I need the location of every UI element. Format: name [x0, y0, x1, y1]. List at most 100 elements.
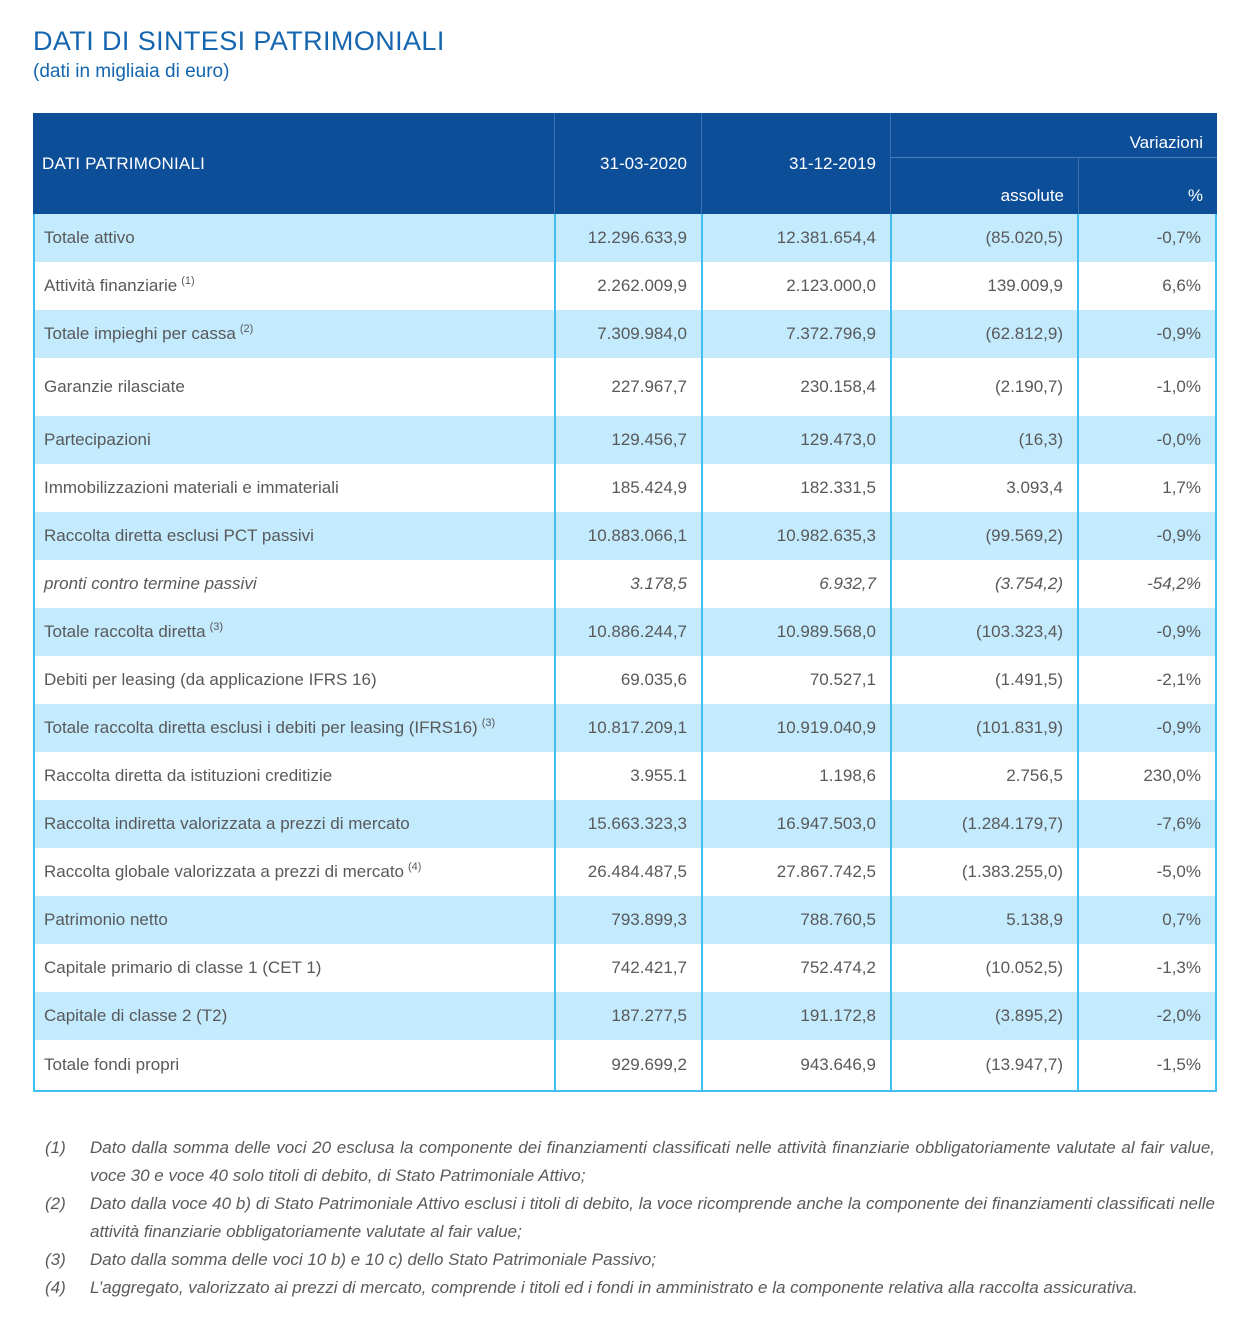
cell-variazione-assoluta: (85.020,5)	[890, 214, 1077, 263]
row-label-text: Raccolta indiretta valorizzata a prezzi …	[44, 814, 410, 834]
row-label-text: Raccolta diretta da istituzioni creditiz…	[44, 766, 333, 786]
cell-value-31-12-2019: 27.867.742,5	[701, 848, 890, 897]
footnote-text: Dato dalla somma delle voci 10 b) e 10 c…	[90, 1250, 657, 1270]
cell-value-31-03-2020: 7.309.984,0	[554, 310, 701, 359]
cell-value-31-03-2020: 3.955.1	[554, 752, 701, 801]
table-row: Totale raccolta diretta esclusi i debiti…	[35, 704, 1215, 753]
row-label-text: Totale raccolta diretta	[44, 622, 206, 642]
row-label: Totale impieghi per cassa (2)	[35, 310, 554, 358]
cell-value-31-03-2020: 12.296.633,9	[554, 214, 701, 263]
cell-variazione-assoluta: 3.093,4	[890, 464, 1077, 513]
cell-value-31-03-2020: 742.421,7	[554, 944, 701, 993]
cell-variazione-percentuale: -7,6%	[1077, 800, 1215, 849]
footnote-text: Dato dalla voce 40 b) di Stato Patrimoni…	[90, 1194, 1215, 1242]
cell-variazione-assoluta: (3.895,2)	[890, 992, 1077, 1041]
footnotes: (1) Dato dalla somma delle voci 20 esclu…	[33, 1134, 1217, 1302]
row-label-text: Totale fondi propri	[44, 1055, 180, 1075]
table-row: Attività finanziarie (1) 2.262.009,9 2.12…	[35, 262, 1215, 311]
header-date-31-03-2020: 31-03-2020	[554, 113, 701, 215]
footnote: (3) Dato dalla somma delle voci 10 b) e …	[33, 1246, 1217, 1274]
cell-variazione-percentuale: -1,3%	[1077, 944, 1215, 993]
table-row: Debiti per leasing (da applicazione IFRS…	[35, 656, 1215, 705]
footnote-text: L’aggregato, valorizzato ai prezzi di me…	[90, 1278, 1138, 1298]
cell-value-31-03-2020: 10.886.244,7	[554, 608, 701, 657]
cell-variazione-percentuale: -0,7%	[1077, 214, 1215, 263]
cell-value-31-03-2020: 227.967,7	[554, 358, 701, 417]
row-label: Capitale di classe 2 (T2)	[35, 992, 554, 1040]
row-label: Totale attivo	[35, 214, 554, 262]
row-label-text: Raccolta diretta esclusi PCT passivi	[44, 526, 314, 546]
row-label-text: Totale attivo	[44, 228, 135, 248]
cell-value-31-12-2019: 6.932,7	[701, 560, 890, 609]
row-label: Totale raccolta diretta esclusi i debiti…	[35, 704, 554, 752]
table-row: Totale attivo 12.296.633,9 12.381.654,4 …	[35, 214, 1215, 263]
row-label-text: Debiti per leasing (da applicazione IFRS…	[44, 670, 377, 690]
row-label-text: Immobilizzazioni materiali e immateriali	[44, 478, 339, 498]
row-label-text: Totale raccolta diretta esclusi i debiti…	[44, 718, 478, 738]
cell-value-31-03-2020: 185.424,9	[554, 464, 701, 513]
cell-value-31-03-2020: 69.035,6	[554, 656, 701, 705]
cell-value-31-12-2019: 191.172,8	[701, 992, 890, 1041]
cell-value-31-03-2020: 793.899,3	[554, 896, 701, 945]
row-label-text: Partecipazioni	[44, 430, 151, 450]
cell-value-31-12-2019: 230.158,4	[701, 358, 890, 417]
table-row: Garanzie rilasciate 227.967,7 230.158,4 …	[35, 358, 1215, 417]
table-row: Totale fondi propri 929.699,2 943.646,9 …	[35, 1040, 1215, 1091]
cell-variazione-percentuale: -0,9%	[1077, 310, 1215, 359]
cell-variazione-assoluta: (2.190,7)	[890, 358, 1077, 417]
row-label: Immobilizzazioni materiali e immateriali	[35, 464, 554, 512]
row-label-text: Patrimonio netto	[44, 910, 168, 930]
row-footnote-ref: (1)	[181, 275, 195, 288]
dati-patrimoniali-table: DATI PATRIMONIALI 31-03-2020 31-12-2019 …	[33, 113, 1217, 1093]
cell-variazione-percentuale: -1,0%	[1077, 358, 1215, 417]
row-label-text: Raccolta globale valorizzata a prezzi di…	[44, 862, 405, 882]
row-label: Debiti per leasing (da applicazione IFRS…	[35, 656, 554, 704]
page-title: DATI DI SINTESI PATRIMONIALI	[33, 26, 445, 56]
row-label: Capitale primario di classe 1 (CET 1)	[35, 944, 554, 992]
cell-variazione-assoluta: (10.052,5)	[890, 944, 1077, 993]
row-footnote-ref: (4)	[408, 861, 422, 874]
cell-value-31-03-2020: 2.262.009,9	[554, 262, 701, 311]
cell-value-31-12-2019: 1.198,6	[701, 752, 890, 801]
cell-variazione-percentuale: -1,5%	[1077, 1040, 1215, 1091]
cell-value-31-03-2020: 187.277,5	[554, 992, 701, 1041]
cell-value-31-12-2019: 70.527,1	[701, 656, 890, 705]
cell-variazione-assoluta: 2.756,5	[890, 752, 1077, 801]
row-label: Partecipazioni	[35, 416, 554, 464]
row-label: Raccolta globale valorizzata a prezzi di…	[35, 848, 554, 896]
cell-value-31-03-2020: 26.484.487,5	[554, 848, 701, 897]
row-label-text: pronti contro termine passivi	[44, 574, 257, 594]
cell-value-31-12-2019: 10.982.635,3	[701, 512, 890, 561]
cell-value-31-12-2019: 12.381.654,4	[701, 214, 890, 263]
row-label: Raccolta indiretta valorizzata a prezzi …	[35, 800, 554, 848]
header-variazioni: Variazioni	[891, 113, 1217, 159]
table-row: Capitale primario di classe 1 (CET 1) 74…	[35, 944, 1215, 993]
cell-variazione-percentuale: 1,7%	[1077, 464, 1215, 513]
row-label: Attività finanziarie (1)	[35, 262, 554, 310]
cell-value-31-12-2019: 752.474,2	[701, 944, 890, 993]
cell-value-31-12-2019: 7.372.796,9	[701, 310, 890, 359]
row-label: Raccolta diretta da istituzioni creditiz…	[35, 752, 554, 800]
row-footnote-ref: (2)	[239, 323, 254, 336]
cell-value-31-03-2020: 15.663.323,3	[554, 800, 701, 849]
table-row: Raccolta indiretta valorizzata a prezzi …	[35, 800, 1215, 849]
table-header: DATI PATRIMONIALI 31-03-2020 31-12-2019 …	[33, 113, 1217, 215]
row-label: Totale raccolta diretta (3)	[35, 608, 554, 656]
footnote: (4) L’aggregato, valorizzato ai prezzi d…	[33, 1274, 1217, 1302]
header-variazioni-group: Variazioni assolute %	[890, 113, 1217, 215]
cell-value-31-12-2019: 2.123.000,0	[701, 262, 890, 311]
cell-variazione-assoluta: (1.383.255,0)	[890, 848, 1077, 897]
row-label: Garanzie rilasciate	[35, 358, 554, 416]
cell-value-31-12-2019: 129.473,0	[701, 416, 890, 465]
cell-value-31-03-2020: 10.883.066,1	[554, 512, 701, 561]
row-footnote-ref: (3)	[481, 717, 496, 730]
header-variazioni-subrow: assolute %	[891, 158, 1217, 215]
cell-variazione-percentuale: -0,9%	[1077, 512, 1215, 561]
cell-variazione-assoluta: (16,3)	[890, 416, 1077, 465]
table-row: Totale impieghi per cassa (2) 7.309.984,0…	[35, 310, 1215, 359]
table-row: Capitale di classe 2 (T2) 187.277,5 191.…	[35, 992, 1215, 1041]
row-label: Raccolta diretta esclusi PCT passivi	[35, 512, 554, 560]
row-footnote-ref: (3)	[209, 621, 224, 634]
row-label: Patrimonio netto	[35, 896, 554, 944]
